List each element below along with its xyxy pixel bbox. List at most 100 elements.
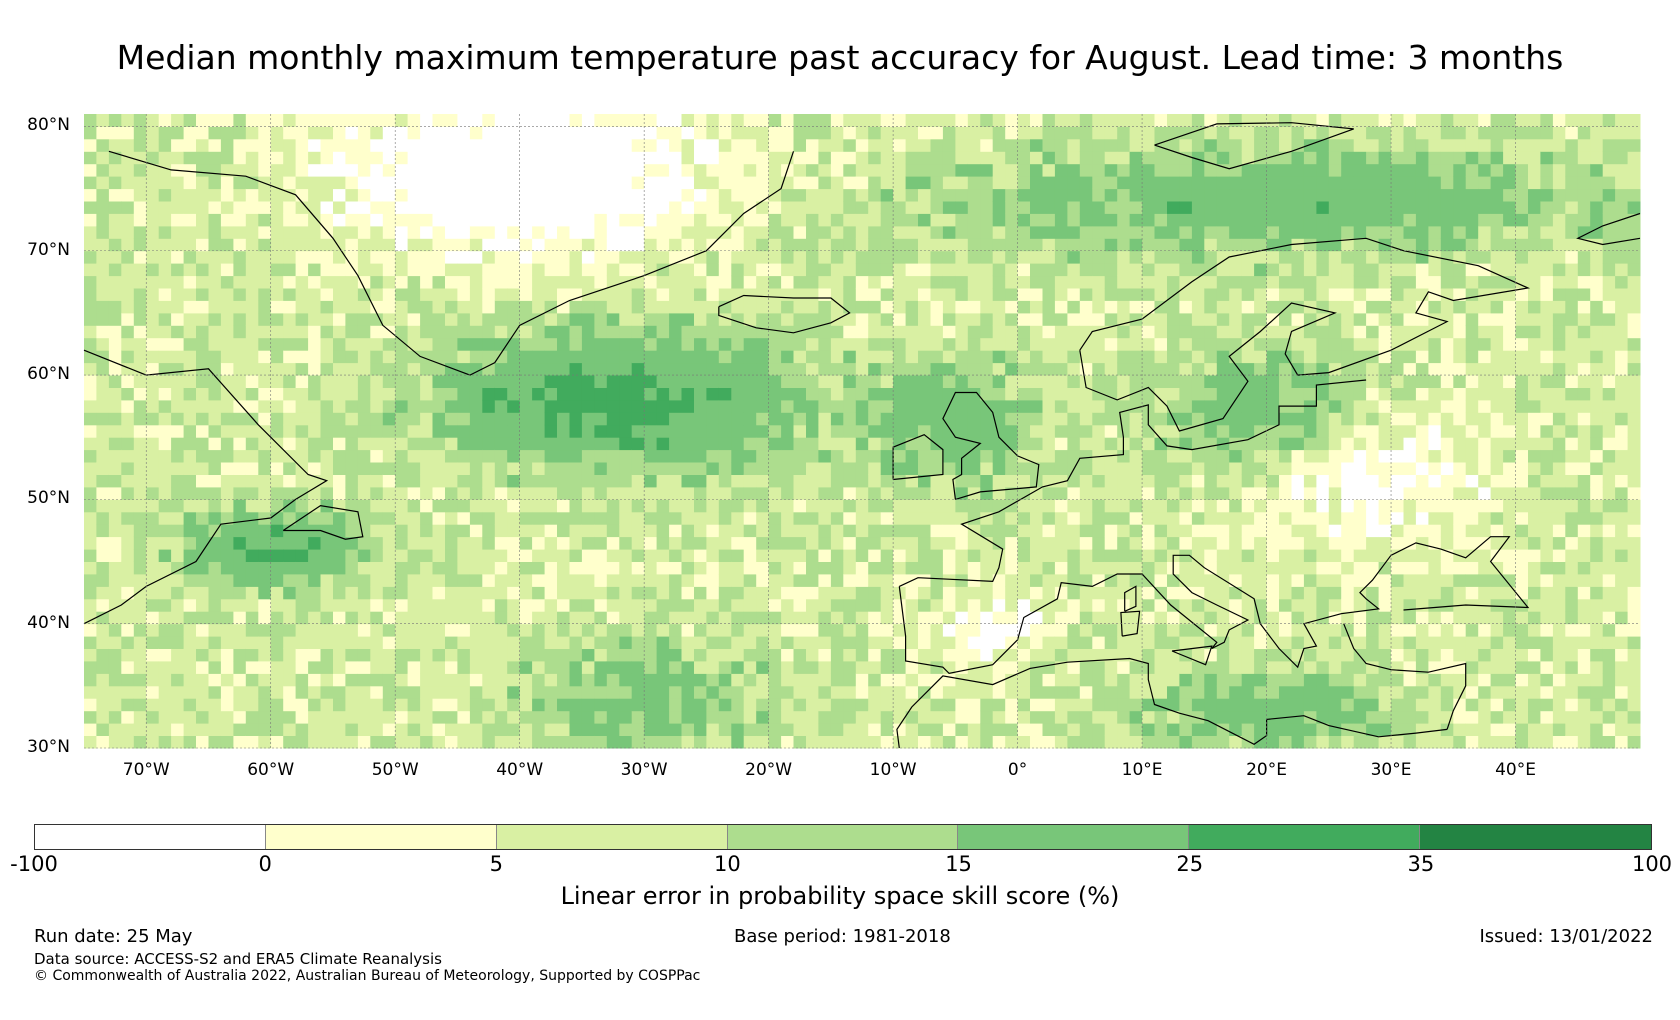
grid-cell — [918, 350, 931, 364]
grid-cell — [942, 375, 956, 388]
grid-cell — [1005, 375, 1019, 388]
grid-cell — [1030, 387, 1043, 401]
grid-cell — [1104, 399, 1118, 413]
grid-cell — [420, 362, 433, 376]
grid-cell — [357, 710, 371, 724]
grid-cell — [868, 449, 882, 463]
grid-cell — [407, 275, 421, 289]
grid-cell — [619, 462, 633, 475]
grid-cell — [830, 598, 844, 612]
grid-cell — [619, 188, 633, 202]
grid-cell — [196, 238, 209, 252]
grid-cell — [357, 586, 371, 600]
grid-cell — [208, 138, 222, 152]
grid-cell — [507, 288, 521, 301]
grid-cell — [320, 449, 334, 463]
grid-cell — [569, 449, 583, 463]
grid-cell — [208, 350, 222, 364]
grid-cell — [320, 250, 334, 264]
grid-cell — [781, 412, 794, 426]
grid-cell — [930, 225, 944, 239]
grid-cell — [196, 549, 209, 562]
grid-cell — [656, 114, 670, 127]
grid-cell — [1117, 138, 1131, 152]
grid-cell — [893, 138, 906, 152]
grid-cell — [1216, 238, 1230, 252]
grid-cell — [731, 636, 745, 649]
grid-cell — [1117, 250, 1131, 264]
grid-cell — [1266, 325, 1280, 339]
grid-cell — [631, 698, 645, 712]
grid-cell — [1291, 375, 1305, 388]
grid-cell — [320, 201, 334, 214]
grid-cell — [669, 524, 682, 538]
grid-cell — [1042, 151, 1056, 165]
grid-cell — [1229, 673, 1243, 687]
grid-cell — [694, 549, 707, 562]
grid-cell — [1179, 424, 1193, 438]
grid-cell — [918, 474, 931, 488]
grid-cell — [1266, 424, 1280, 438]
grid-cell — [133, 213, 147, 227]
grid-cell — [743, 312, 757, 326]
grid-cell — [283, 586, 297, 600]
grid-cell — [992, 300, 1006, 314]
grid-cell — [1204, 151, 1218, 165]
grid-cell — [569, 225, 583, 239]
grid-cell — [880, 561, 894, 575]
grid-cell — [793, 536, 807, 550]
grid-cell — [818, 126, 832, 140]
grid-cell — [333, 549, 346, 562]
grid-cell — [320, 648, 334, 662]
grid-cell — [606, 735, 620, 749]
grid-cell — [208, 114, 222, 127]
grid-cell — [270, 685, 284, 699]
grid-cell — [644, 238, 658, 252]
grid-cell — [1054, 163, 1068, 177]
grid-cell — [855, 623, 869, 637]
grid-cell — [1005, 710, 1019, 724]
grid-cell — [220, 238, 234, 252]
grid-cell — [96, 387, 110, 401]
grid-cell — [494, 126, 508, 140]
grid-cell — [183, 288, 197, 301]
grid-cell — [333, 362, 346, 376]
grid-cell — [843, 176, 857, 190]
grid-cell — [756, 387, 770, 401]
grid-cell — [345, 710, 359, 724]
grid-cell — [233, 685, 247, 699]
grid-cell — [942, 312, 956, 326]
grid-cell — [681, 325, 695, 339]
grid-cell — [532, 511, 545, 525]
grid-cell — [1005, 698, 1019, 712]
grid-cell — [196, 188, 209, 202]
grid-cell — [918, 499, 931, 513]
grid-cell — [233, 462, 247, 475]
grid-cell — [631, 673, 645, 687]
grid-cell — [233, 387, 247, 401]
grid-cell — [594, 275, 608, 289]
grid-cell — [220, 126, 234, 140]
grid-cell — [644, 325, 658, 339]
grid-cell — [1266, 574, 1280, 587]
grid-cell — [469, 636, 483, 649]
grid-cell — [1104, 561, 1118, 575]
grid-cell — [631, 362, 645, 376]
grid-cell — [395, 350, 409, 364]
grid-cell — [569, 201, 583, 214]
grid-cell — [208, 710, 222, 724]
grid-cell — [519, 549, 533, 562]
grid-cell — [420, 735, 433, 749]
grid-cell — [594, 387, 608, 401]
grid-cell — [942, 549, 956, 562]
grid-cell — [1291, 586, 1305, 600]
grid-cell — [818, 275, 832, 289]
grid-cell — [1154, 238, 1168, 252]
grid-cell — [1005, 275, 1019, 289]
grid-cell — [1142, 138, 1155, 152]
grid-cell — [1104, 275, 1118, 289]
grid-cell — [644, 312, 658, 326]
grid-cell — [233, 176, 247, 190]
grid-cell — [171, 549, 184, 562]
grid-cell — [656, 250, 670, 264]
